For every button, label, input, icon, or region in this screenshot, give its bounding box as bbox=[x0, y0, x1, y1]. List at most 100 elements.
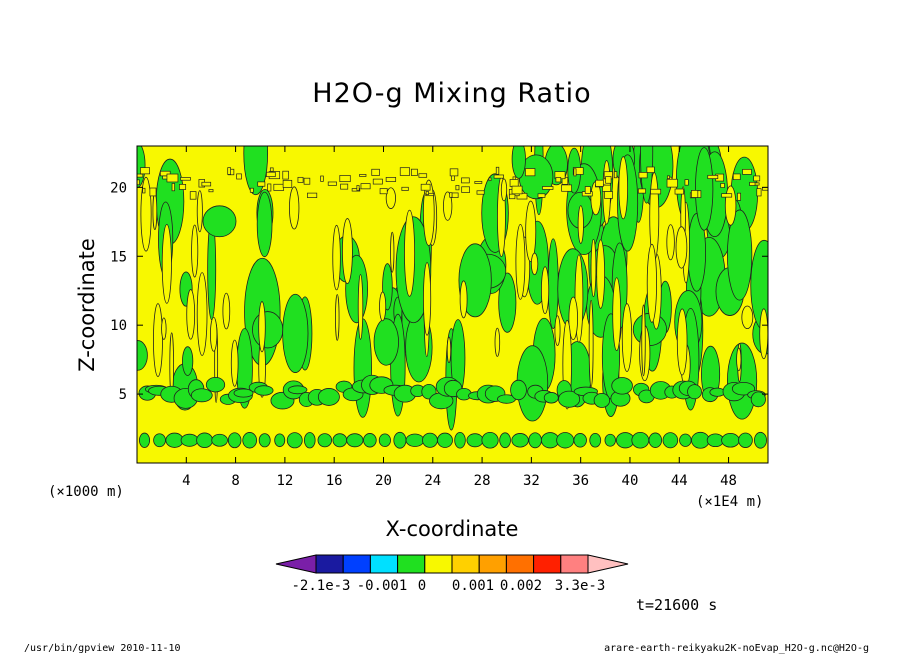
contour-cell bbox=[404, 209, 416, 297]
contour-cell bbox=[666, 178, 678, 188]
contour-cell bbox=[379, 188, 388, 195]
contour-cell bbox=[742, 168, 752, 175]
contour-cell bbox=[371, 168, 380, 176]
contour-cell bbox=[189, 191, 197, 200]
contour-cell bbox=[695, 147, 714, 231]
contour-cell bbox=[390, 231, 395, 273]
contour-cell bbox=[256, 191, 273, 258]
contour-cell bbox=[604, 433, 616, 447]
colorbar-cell bbox=[505, 554, 535, 574]
contour-cell bbox=[267, 183, 272, 192]
contour-cell bbox=[449, 192, 453, 198]
contour-cell bbox=[179, 184, 187, 190]
contour-cell bbox=[568, 296, 578, 341]
contour-cell bbox=[451, 192, 459, 198]
colorbar-cell bbox=[397, 554, 426, 574]
contour-cell bbox=[208, 189, 214, 193]
colorbar-cell bbox=[478, 554, 507, 574]
contour-cell bbox=[423, 262, 432, 336]
contour-cell bbox=[410, 168, 418, 176]
contour-cell bbox=[425, 191, 429, 195]
contour-cell bbox=[140, 167, 150, 175]
contour-cell bbox=[547, 238, 559, 329]
contour-cell bbox=[449, 168, 459, 177]
contour-cell bbox=[210, 316, 218, 352]
contour-cell bbox=[166, 173, 179, 183]
contour-cell bbox=[707, 174, 719, 180]
contour-cell bbox=[459, 280, 468, 319]
y-tick-label: 20 bbox=[110, 180, 127, 196]
contour-cell bbox=[637, 188, 646, 194]
contour-cell bbox=[182, 346, 194, 376]
contour-cell bbox=[511, 146, 526, 179]
contour-cell bbox=[461, 186, 470, 193]
contour-cell bbox=[721, 432, 740, 448]
contour-cell bbox=[542, 186, 554, 190]
x-axis-label: X-coordinate bbox=[386, 517, 519, 541]
contour-cell bbox=[641, 304, 646, 377]
contour-cell bbox=[289, 186, 300, 230]
contour-cell bbox=[724, 185, 737, 226]
contour-cell bbox=[393, 431, 407, 449]
contour-cell bbox=[180, 177, 191, 181]
contour-cell bbox=[605, 176, 612, 184]
x-tick-label: 28 bbox=[474, 473, 491, 489]
contour-cell bbox=[273, 183, 285, 191]
contour-cell bbox=[498, 272, 517, 333]
contour-cell bbox=[675, 226, 688, 269]
contour-cell bbox=[509, 179, 519, 187]
contour-cell bbox=[379, 291, 387, 322]
contour-cell bbox=[196, 432, 214, 448]
contour-cell bbox=[510, 379, 527, 401]
contour-cell bbox=[378, 433, 391, 448]
contour-cell bbox=[249, 187, 254, 193]
y-axis-label: Z-coordinate bbox=[75, 238, 99, 372]
contour-cell bbox=[205, 376, 226, 393]
contour-cell bbox=[720, 183, 725, 188]
contour-cell bbox=[530, 252, 539, 276]
contour-cell bbox=[153, 433, 166, 448]
contour-cell bbox=[556, 432, 575, 449]
contour-cell bbox=[258, 433, 271, 448]
contour-cell bbox=[373, 318, 399, 366]
contour-cell bbox=[721, 193, 733, 198]
contour-cell bbox=[684, 179, 689, 186]
contour-cell bbox=[307, 192, 318, 198]
contour-cell bbox=[662, 432, 679, 449]
contour-cell bbox=[342, 218, 353, 285]
colorbar-label: 0.002 bbox=[500, 578, 542, 594]
contour-cell bbox=[242, 432, 258, 449]
y-tick-label: 5 bbox=[119, 387, 127, 403]
contour-cell bbox=[405, 433, 425, 447]
colorbar: -2.1e-3 -0.001 0 0.001 0.002 3.3e-3 bbox=[275, 554, 629, 594]
contour-cell bbox=[233, 388, 254, 398]
contour-cell bbox=[593, 392, 611, 408]
contour-cell bbox=[584, 186, 591, 194]
x-tick-label: 16 bbox=[326, 473, 343, 489]
contour-cell bbox=[631, 432, 650, 449]
contour-cell bbox=[437, 432, 453, 448]
contour-cell bbox=[385, 187, 396, 209]
contour-cell bbox=[422, 432, 438, 448]
contour-cell bbox=[525, 168, 536, 177]
x-unit-right: (×1E4 m) bbox=[696, 494, 763, 510]
contour-cell bbox=[385, 177, 397, 182]
contour-cell bbox=[286, 432, 303, 449]
contour-cell bbox=[674, 188, 684, 195]
contour-cell bbox=[604, 191, 613, 199]
contour-cell bbox=[679, 433, 692, 447]
contour-cell bbox=[621, 303, 633, 372]
contour-cell bbox=[726, 342, 758, 420]
contour-cell bbox=[666, 224, 675, 261]
contour-cell bbox=[353, 318, 372, 418]
contour-cell bbox=[418, 173, 428, 178]
contour-cell bbox=[528, 432, 542, 449]
x-tick-label: 48 bbox=[720, 473, 737, 489]
colorbar-label: -0.001 bbox=[357, 578, 408, 594]
contour-cell bbox=[613, 171, 618, 179]
contour-field bbox=[137, 146, 768, 449]
contour-cell bbox=[258, 301, 266, 353]
contour-cell bbox=[161, 224, 172, 304]
contour-cell bbox=[222, 292, 231, 330]
